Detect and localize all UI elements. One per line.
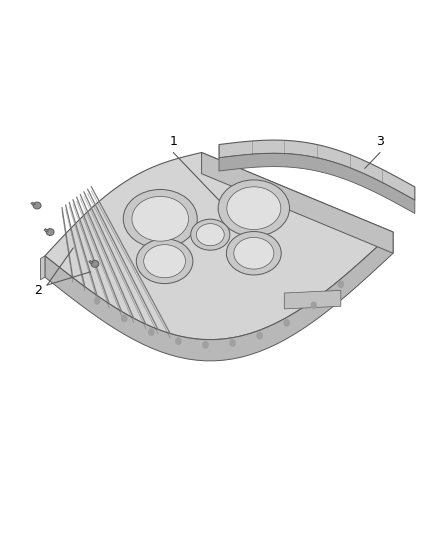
- Text: 1: 1: [170, 135, 177, 148]
- Ellipse shape: [136, 239, 193, 284]
- Ellipse shape: [226, 231, 281, 275]
- Polygon shape: [31, 202, 35, 206]
- Ellipse shape: [218, 180, 290, 237]
- Polygon shape: [284, 290, 341, 309]
- Ellipse shape: [33, 202, 41, 209]
- Circle shape: [122, 315, 127, 321]
- Polygon shape: [41, 256, 45, 280]
- Ellipse shape: [132, 196, 188, 241]
- Ellipse shape: [196, 224, 224, 246]
- Circle shape: [95, 298, 100, 304]
- Text: 2: 2: [35, 284, 42, 297]
- Ellipse shape: [144, 245, 185, 278]
- Circle shape: [284, 320, 290, 326]
- Ellipse shape: [46, 229, 54, 236]
- Ellipse shape: [191, 219, 230, 250]
- Circle shape: [148, 329, 154, 335]
- Polygon shape: [88, 261, 93, 264]
- Circle shape: [311, 302, 316, 309]
- Polygon shape: [219, 140, 415, 200]
- Ellipse shape: [227, 187, 281, 230]
- Ellipse shape: [234, 237, 274, 269]
- Circle shape: [176, 338, 181, 344]
- Circle shape: [203, 342, 208, 348]
- Polygon shape: [219, 154, 415, 214]
- Circle shape: [230, 340, 235, 346]
- Ellipse shape: [91, 261, 99, 267]
- Polygon shape: [45, 232, 393, 361]
- Polygon shape: [45, 152, 393, 340]
- Ellipse shape: [123, 190, 197, 248]
- Circle shape: [338, 281, 343, 287]
- Polygon shape: [201, 152, 393, 253]
- Text: 3: 3: [376, 135, 384, 148]
- Polygon shape: [44, 229, 49, 232]
- Circle shape: [257, 333, 262, 339]
